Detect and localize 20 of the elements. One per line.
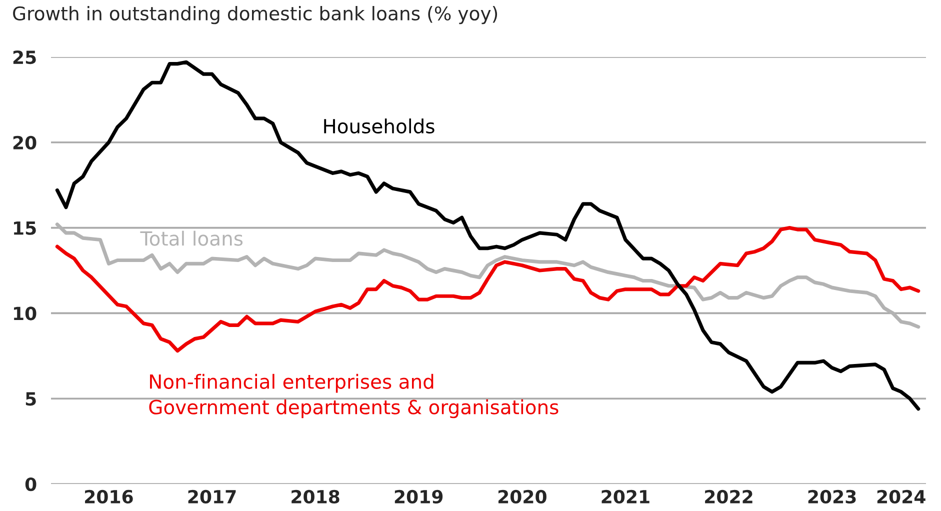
- y-tick-label: 20: [13, 136, 36, 150]
- series-label: Non-financial enterprises and Government departments & organisations: [149, 374, 558, 418]
- x-tick-label: 2021: [602, 490, 650, 504]
- x-tick-label: 2016: [85, 490, 133, 504]
- x-tick-label: 2018: [292, 490, 340, 504]
- line-series: [55, 226, 920, 353]
- x-tick-label: 2017: [188, 490, 236, 504]
- y-tick-label: 15: [14, 221, 36, 235]
- x-tick-label: 2020: [498, 490, 546, 504]
- series-label: Households: [324, 118, 434, 134]
- x-tick-label: 2022: [705, 490, 752, 504]
- chart-title: Growth in outstanding domestic bank loans (% yoy): [13, 6, 498, 24]
- series-label: Total loans: [140, 230, 243, 246]
- y-tick-label: 10: [14, 306, 36, 320]
- y-tick-label: 0: [25, 477, 36, 492]
- x-tick-label: 2024: [877, 490, 926, 504]
- y-tick-label: 5: [26, 392, 36, 406]
- x-tick-label: 2023: [808, 490, 856, 504]
- y-tick-label: 25: [13, 50, 36, 64]
- x-tick-label: 2019: [394, 490, 443, 504]
